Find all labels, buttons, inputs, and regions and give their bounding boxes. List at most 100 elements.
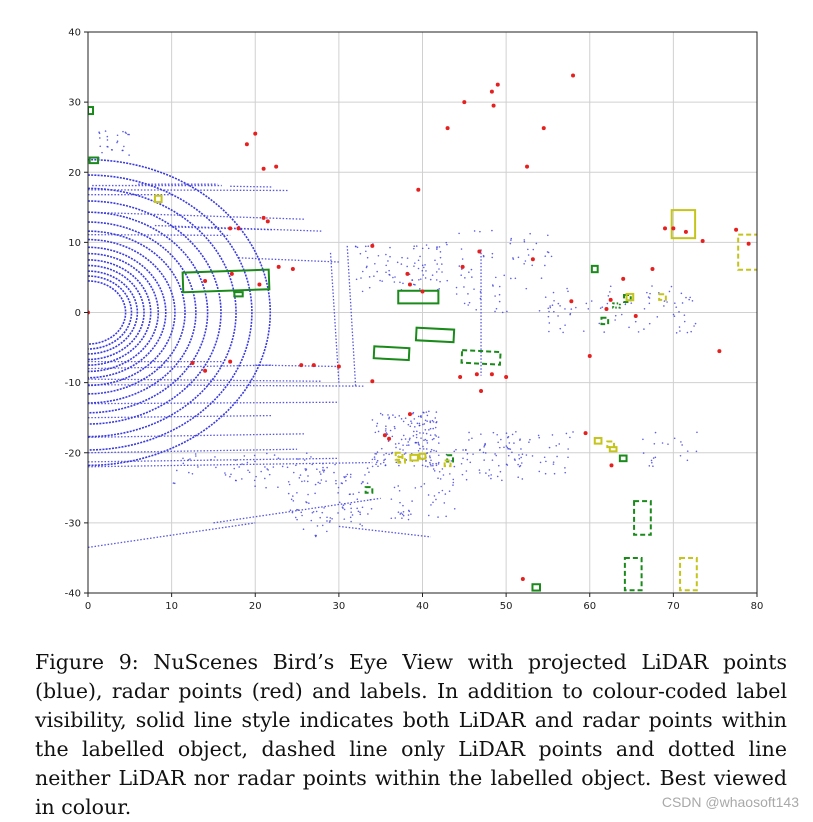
radar-point <box>336 364 341 369</box>
lidar-point <box>387 440 390 442</box>
label-box-green-dashed <box>623 556 643 592</box>
lidar-point <box>273 454 276 456</box>
lidar-point <box>427 247 430 250</box>
lidar-point <box>430 504 432 506</box>
lidar-point <box>365 266 368 269</box>
lidar-point <box>415 433 418 436</box>
lidar-point <box>329 517 332 519</box>
lidar-point <box>407 444 410 446</box>
radar-point <box>311 363 316 368</box>
lidar-point <box>430 459 432 462</box>
lidar-point <box>558 443 561 445</box>
lidar-point <box>326 520 328 522</box>
lidar-point <box>428 455 431 457</box>
lidar-point <box>679 454 682 457</box>
lidar-point <box>695 450 698 453</box>
lidar-point <box>499 470 502 473</box>
lidar-point <box>650 459 653 462</box>
radar-point <box>683 229 688 234</box>
lidar-point <box>350 520 352 523</box>
lidar-point <box>528 441 530 443</box>
lidar-point <box>393 486 396 489</box>
lidar-point <box>510 239 512 241</box>
lidar-point <box>266 468 268 470</box>
lidar-point <box>383 454 385 456</box>
lidar-point <box>652 457 655 459</box>
lidar-point <box>345 479 347 482</box>
lidar-point <box>424 277 427 279</box>
lidar-point <box>365 250 367 253</box>
lidar-point <box>565 432 568 435</box>
lidar-point <box>349 503 352 506</box>
lidar-point <box>302 528 305 531</box>
radar-point <box>604 306 609 311</box>
label-box-yellow-solid <box>418 452 427 460</box>
lidar-point <box>585 302 588 305</box>
lidar-point <box>368 276 371 278</box>
lidar-point <box>637 331 640 333</box>
lidar-point <box>393 425 396 428</box>
lidar-point <box>455 286 458 289</box>
lidar-point <box>690 330 692 333</box>
lidar-point <box>547 234 549 237</box>
lidar-point <box>453 507 456 510</box>
lidar-point <box>116 140 119 143</box>
lidar-point <box>292 471 295 474</box>
lidar-point <box>464 277 466 279</box>
lidar-point <box>567 456 569 459</box>
lidar-point <box>444 493 447 495</box>
lidar-point <box>425 460 427 462</box>
lidar-point <box>388 416 391 419</box>
lidar-point <box>392 414 394 416</box>
radar-point <box>458 375 463 380</box>
lidar-point <box>357 510 360 513</box>
lidar-point <box>417 449 420 452</box>
lidar-point <box>407 514 410 516</box>
lidar-point <box>399 513 402 515</box>
lidar-point <box>681 302 684 304</box>
x-tick-label: 80 <box>751 601 764 612</box>
lidar-point <box>388 269 390 272</box>
label-box-yellow-solid <box>153 194 163 204</box>
lidar-point <box>375 463 377 466</box>
lidar-point <box>247 469 249 472</box>
lidar-point <box>377 465 379 468</box>
lidar-point <box>369 498 372 501</box>
lidar-point <box>433 495 436 497</box>
lidar-point <box>460 462 463 465</box>
lidar-point <box>385 425 387 428</box>
label-box-green-dotted <box>612 302 621 309</box>
lidar-point <box>187 459 190 461</box>
lidar-point <box>374 458 376 460</box>
lidar-point <box>312 510 315 513</box>
lidar-point <box>501 479 503 482</box>
lidar-point <box>331 517 333 520</box>
lidar-point <box>521 478 524 480</box>
lidar-point <box>424 465 427 467</box>
lidar-point <box>559 305 561 307</box>
lidar-point <box>543 456 546 459</box>
lidar-point <box>375 453 378 455</box>
lidar-point <box>421 247 424 250</box>
radar-point <box>479 389 484 394</box>
radar-point <box>420 289 425 294</box>
lidar-point <box>491 252 494 255</box>
lidar-point <box>253 479 256 482</box>
radar-point <box>583 431 588 436</box>
lidar-point <box>407 441 409 443</box>
lidar-point <box>356 507 358 510</box>
lidar-point <box>402 420 405 423</box>
lidar-point <box>306 480 309 483</box>
lidar-ring <box>88 238 176 387</box>
lidar-point <box>418 422 421 425</box>
radar-point <box>370 379 375 384</box>
lidar-point <box>675 332 678 334</box>
lidar-point <box>490 477 492 480</box>
lidar-point <box>438 287 441 290</box>
lidar-point <box>298 477 301 479</box>
lidar-point <box>413 418 416 420</box>
lidar-point <box>430 448 433 451</box>
lidar-point <box>385 432 388 434</box>
radar-point <box>746 241 751 246</box>
lidar-point <box>349 493 351 495</box>
